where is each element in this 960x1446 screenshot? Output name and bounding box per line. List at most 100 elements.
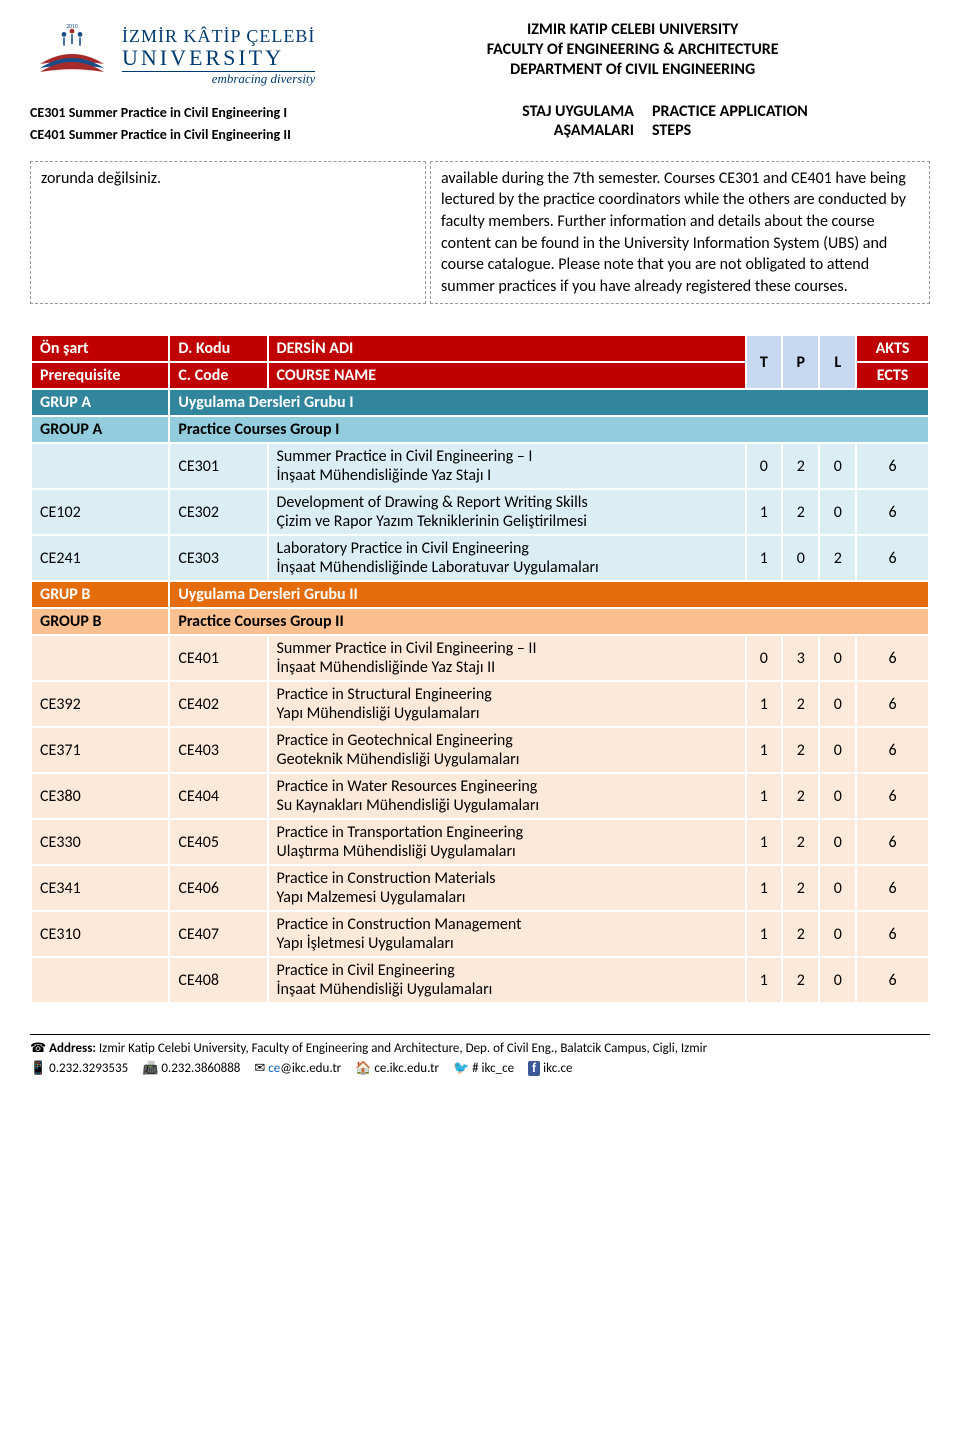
logo-text-main: UNIVERSITY bbox=[122, 46, 315, 72]
phone-1: 0.232.3293535 bbox=[49, 1061, 128, 1076]
ects-cell: 6 bbox=[856, 911, 929, 957]
header: 2010 İZMİR KÂTİP ÇELEBİ UNIVERSITY embra… bbox=[30, 20, 930, 92]
app-right-1: PRACTICE APPLICATION bbox=[652, 102, 808, 121]
ects-cell: 6 bbox=[856, 865, 929, 911]
p-cell: 2 bbox=[782, 865, 819, 911]
ects-cell: 6 bbox=[856, 635, 929, 681]
hdr-l: L bbox=[819, 335, 856, 389]
home-icon: 🏠 bbox=[355, 1061, 371, 1076]
ects-cell: 6 bbox=[856, 957, 929, 1003]
footer-contact-line: 📱 0.232.3293535 📠 0.232.3860888 ✉ ce@ikc… bbox=[30, 1059, 930, 1079]
hdr-course: COURSE NAME bbox=[268, 362, 746, 389]
group-b-row-en: GROUP B Practice Courses Group II bbox=[31, 608, 929, 635]
code-cell: CE404 bbox=[169, 773, 267, 819]
phone-2: 0.232.3860888 bbox=[161, 1061, 240, 1076]
table-row: CE241CE303Laboratory Practice in Civil E… bbox=[31, 535, 929, 581]
table-row: CE408Practice in Civil Engineeringİnşaat… bbox=[31, 957, 929, 1003]
twitter-icon: 🐦 bbox=[453, 1061, 469, 1076]
hdr-ccode: C. Code bbox=[169, 362, 267, 389]
name-cell: Summer Practice in Civil Engineering – I… bbox=[268, 443, 746, 489]
t-cell: 1 bbox=[746, 773, 783, 819]
app-right-2: STEPS bbox=[652, 121, 808, 140]
l-cell: 0 bbox=[819, 681, 856, 727]
logo-icon: 2010 bbox=[30, 20, 114, 92]
email-domain: @ikc.edu.tr bbox=[280, 1061, 341, 1076]
hdr-dersin: DERSİN ADI bbox=[268, 335, 746, 362]
p-cell: 2 bbox=[782, 443, 819, 489]
p-cell: 2 bbox=[782, 957, 819, 1003]
t-cell: 1 bbox=[746, 727, 783, 773]
hdr-prereq: Prerequisite bbox=[31, 362, 169, 389]
phone-icon: ☎ bbox=[30, 1041, 46, 1056]
name-cell: Laboratory Practice in Civil Engineering… bbox=[268, 535, 746, 581]
name-cell: Practice in Civil Engineeringİnşaat Mühe… bbox=[268, 957, 746, 1003]
address-text: Izmir Katip Celebi University, Faculty o… bbox=[96, 1041, 707, 1056]
hdr-p: P bbox=[782, 335, 819, 389]
prereq-cell: CE341 bbox=[31, 865, 169, 911]
group-b-row-tr: GRUP B Uygulama Dersleri Grubu II bbox=[31, 581, 929, 608]
prereq-cell: CE310 bbox=[31, 911, 169, 957]
table-row: CE380CE404Practice in Water Resources En… bbox=[31, 773, 929, 819]
footer: ☎ Address: Izmir Katip Celebi University… bbox=[30, 1034, 930, 1078]
p-cell: 2 bbox=[782, 727, 819, 773]
ects-cell: 6 bbox=[856, 489, 929, 535]
name-cell: Practice in Structural EngineeringYapı M… bbox=[268, 681, 746, 727]
prereq-cell bbox=[31, 635, 169, 681]
header-line-2: FACULTY Of ENGINEERING & ARCHITECTURE bbox=[335, 40, 930, 60]
t-cell: 0 bbox=[746, 443, 783, 489]
prereq-cell: CE241 bbox=[31, 535, 169, 581]
course-code-2: CE401 Summer Practice in Civil Engineeri… bbox=[30, 124, 380, 146]
hdr-onsart: Ön şart bbox=[31, 335, 169, 362]
t-cell: 1 bbox=[746, 865, 783, 911]
table-row: CE301Summer Practice in Civil Engineerin… bbox=[31, 443, 929, 489]
table-row: CE392CE402Practice in Structural Enginee… bbox=[31, 681, 929, 727]
ects-cell: 6 bbox=[856, 681, 929, 727]
hdr-t: T bbox=[746, 335, 783, 389]
prereq-cell bbox=[31, 443, 169, 489]
p-cell: 2 bbox=[782, 911, 819, 957]
l-cell: 0 bbox=[819, 489, 856, 535]
code-cell: CE401 bbox=[169, 635, 267, 681]
sub-header: CE301 Summer Practice in Civil Engineeri… bbox=[30, 102, 930, 147]
code-cell: CE402 bbox=[169, 681, 267, 727]
email-link[interactable]: ce bbox=[268, 1061, 280, 1076]
logo-text-sub: embracing diversity bbox=[122, 72, 315, 86]
hdr-ects: ECTS bbox=[856, 362, 929, 389]
facebook-icon: f bbox=[528, 1061, 540, 1076]
code-cell: CE303 bbox=[169, 535, 267, 581]
grp-a-en-txt: Practice Courses Group I bbox=[169, 416, 929, 443]
table-row: CE310CE407Practice in Construction Manag… bbox=[31, 911, 929, 957]
code-cell: CE406 bbox=[169, 865, 267, 911]
info-row: zorunda değilsiniz. available during the… bbox=[30, 161, 930, 305]
fb: ikc.ce bbox=[543, 1061, 572, 1076]
t-cell: 1 bbox=[746, 681, 783, 727]
code-cell: CE403 bbox=[169, 727, 267, 773]
fax-icon: 📠 bbox=[142, 1061, 158, 1076]
logo-text-top: İZMİR KÂTİP ÇELEBİ bbox=[122, 27, 315, 46]
code-cell: CE407 bbox=[169, 911, 267, 957]
l-cell: 0 bbox=[819, 865, 856, 911]
twitter: # ikc_ce bbox=[472, 1061, 514, 1076]
hdr-akts: AKTS bbox=[856, 335, 929, 362]
prereq-cell: CE380 bbox=[31, 773, 169, 819]
p-cell: 0 bbox=[782, 535, 819, 581]
university-logo: 2010 İZMİR KÂTİP ÇELEBİ UNIVERSITY embra… bbox=[30, 20, 315, 92]
ects-cell: 6 bbox=[856, 773, 929, 819]
code-cell: CE301 bbox=[169, 443, 267, 489]
l-cell: 0 bbox=[819, 911, 856, 957]
name-cell: Practice in Construction MaterialsYapı M… bbox=[268, 865, 746, 911]
p-cell: 2 bbox=[782, 773, 819, 819]
prereq-cell: CE330 bbox=[31, 819, 169, 865]
header-line-3: DEPARTMENT Of CIVIL ENGINEERING bbox=[335, 60, 930, 80]
prereq-cell bbox=[31, 957, 169, 1003]
name-cell: Development of Drawing & Report Writing … bbox=[268, 489, 746, 535]
table-row: CE371CE403Practice in Geotechnical Engin… bbox=[31, 727, 929, 773]
l-cell: 0 bbox=[819, 819, 856, 865]
name-cell: Practice in Construction ManagementYapı … bbox=[268, 911, 746, 957]
grp-b-en-txt: Practice Courses Group II bbox=[169, 608, 929, 635]
t-cell: 1 bbox=[746, 957, 783, 1003]
code-cell: CE405 bbox=[169, 819, 267, 865]
t-cell: 1 bbox=[746, 819, 783, 865]
l-cell: 2 bbox=[819, 535, 856, 581]
p-cell: 2 bbox=[782, 489, 819, 535]
